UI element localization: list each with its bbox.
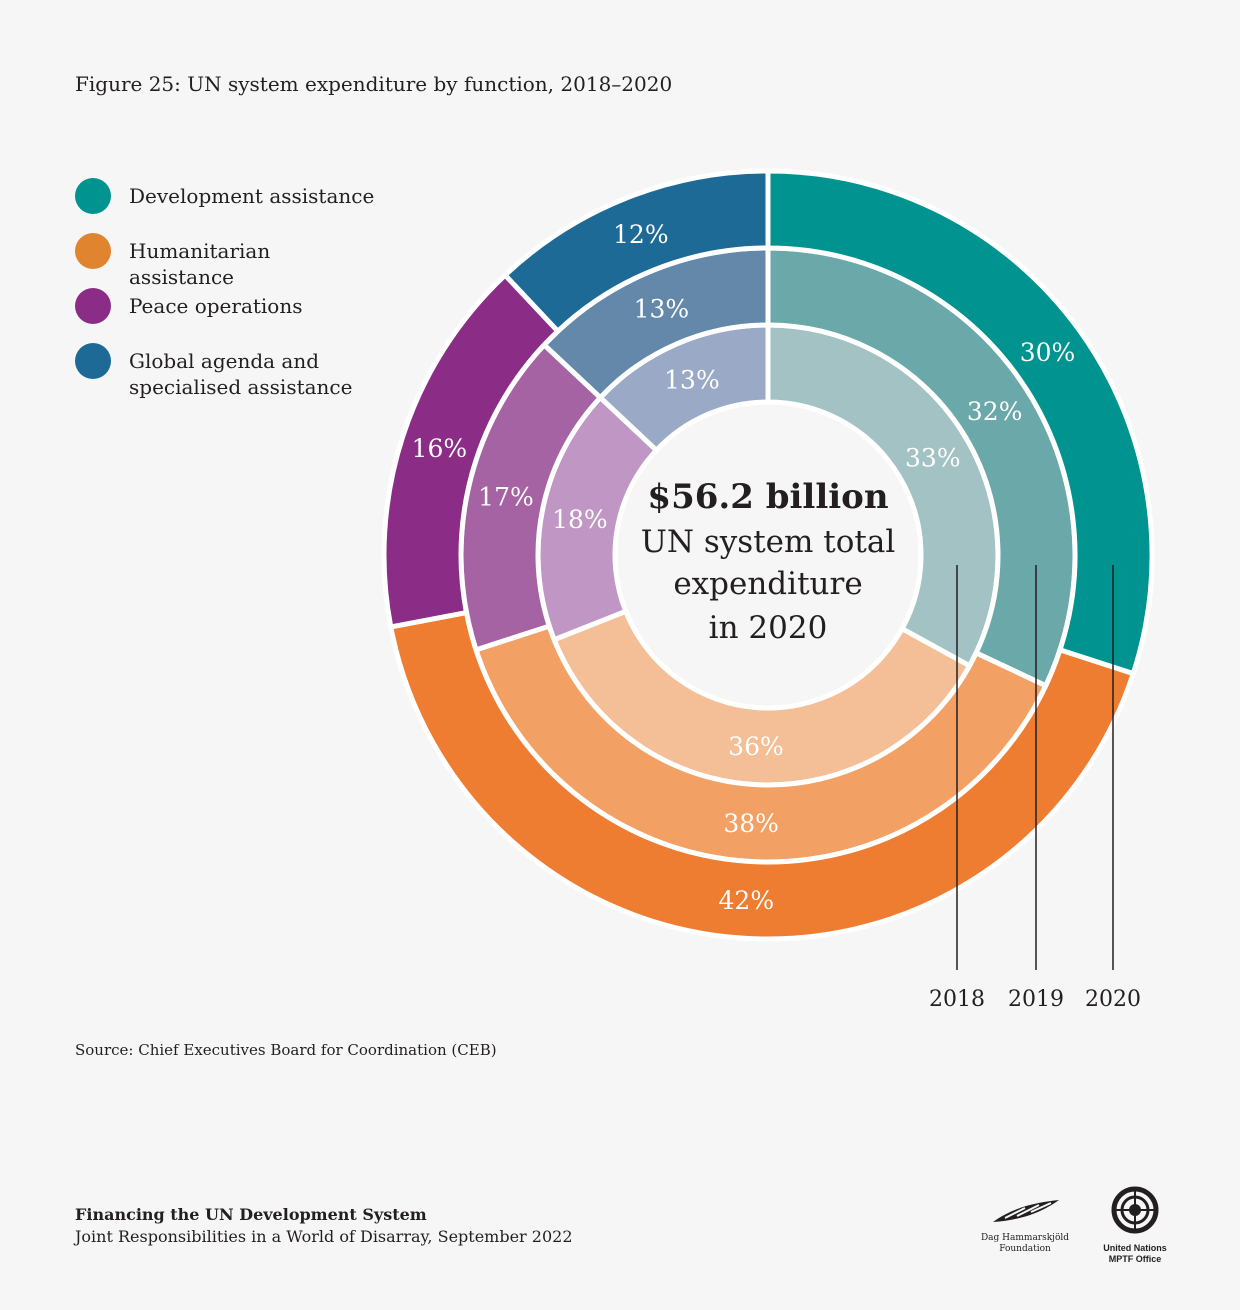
data-label-2020-peace: 16% [412, 434, 468, 463]
legend-label: Peace operations [129, 294, 303, 318]
legend-item-development: Development assistance [75, 178, 379, 233]
segment-2020-humanitarian [387, 609, 1137, 942]
data-label-2020-development: 30% [1020, 338, 1076, 367]
data-label-2018-humanitarian: 36% [728, 732, 784, 761]
un-emblem-icon [1111, 1186, 1159, 1234]
year-label-2019: 2019 [1008, 987, 1064, 1012]
legend-label: Global agenda and specialised assistance [129, 349, 353, 399]
legend-item-global: Global agenda and specialised assistance [75, 343, 379, 399]
footer-title: Financing the UN Development System [75, 1205, 427, 1224]
un-logo: United Nations MPTF Office [1095, 1184, 1175, 1265]
legend-swatch [75, 233, 111, 269]
footer-subtitle: Joint Responsibilities in a World of Dis… [75, 1227, 573, 1246]
data-label-2018-peace: 18% [552, 505, 608, 534]
legend-label: Development assistance [129, 184, 375, 208]
segment-2020-global [501, 168, 771, 335]
legend-label: Humanitarian assistance [129, 239, 271, 289]
data-label-2019-global: 13% [634, 295, 690, 324]
data-label-2020-global: 12% [613, 220, 669, 249]
un-logo-text-2: MPTF Office [1108, 1254, 1162, 1264]
data-label-2019-peace: 17% [478, 482, 534, 511]
center-line-3: in 2020 [709, 610, 828, 646]
legend-swatch [75, 343, 111, 379]
legend-item-peace: Peace operations [75, 288, 379, 343]
legend: Development assistance Humanitarian assi… [75, 178, 379, 399]
center-line-1: UN system total [641, 524, 895, 560]
legend-swatch [75, 288, 111, 324]
dhf-logo-text: Dag Hammarskjöld Foundation [980, 1233, 1070, 1254]
data-label-2020-humanitarian: 42% [719, 886, 775, 915]
leaf-icon [993, 1200, 1059, 1222]
legend-item-humanitarian: Humanitarian assistance [75, 233, 379, 289]
data-label-2018-global: 13% [664, 365, 720, 394]
legend-swatch [75, 178, 111, 214]
figure-title: Figure 25: UN system expenditure by func… [75, 72, 673, 96]
center-line-2: expenditure [673, 566, 862, 602]
year-label-2020: 2020 [1085, 987, 1141, 1012]
center-amount: $56.2 billion [647, 477, 888, 517]
data-label-2018-development: 33% [905, 444, 961, 473]
data-label-2019-humanitarian: 38% [723, 809, 779, 838]
year-label-2018: 2018 [929, 987, 985, 1012]
dag-hammarskjold-logo: Dag Hammarskjöld Foundation [980, 1196, 1070, 1255]
source-note: Source: Chief Executives Board for Coord… [75, 1041, 497, 1059]
data-label-2019-development: 32% [967, 397, 1023, 426]
un-logo-text-1: United Nations [1103, 1243, 1167, 1253]
